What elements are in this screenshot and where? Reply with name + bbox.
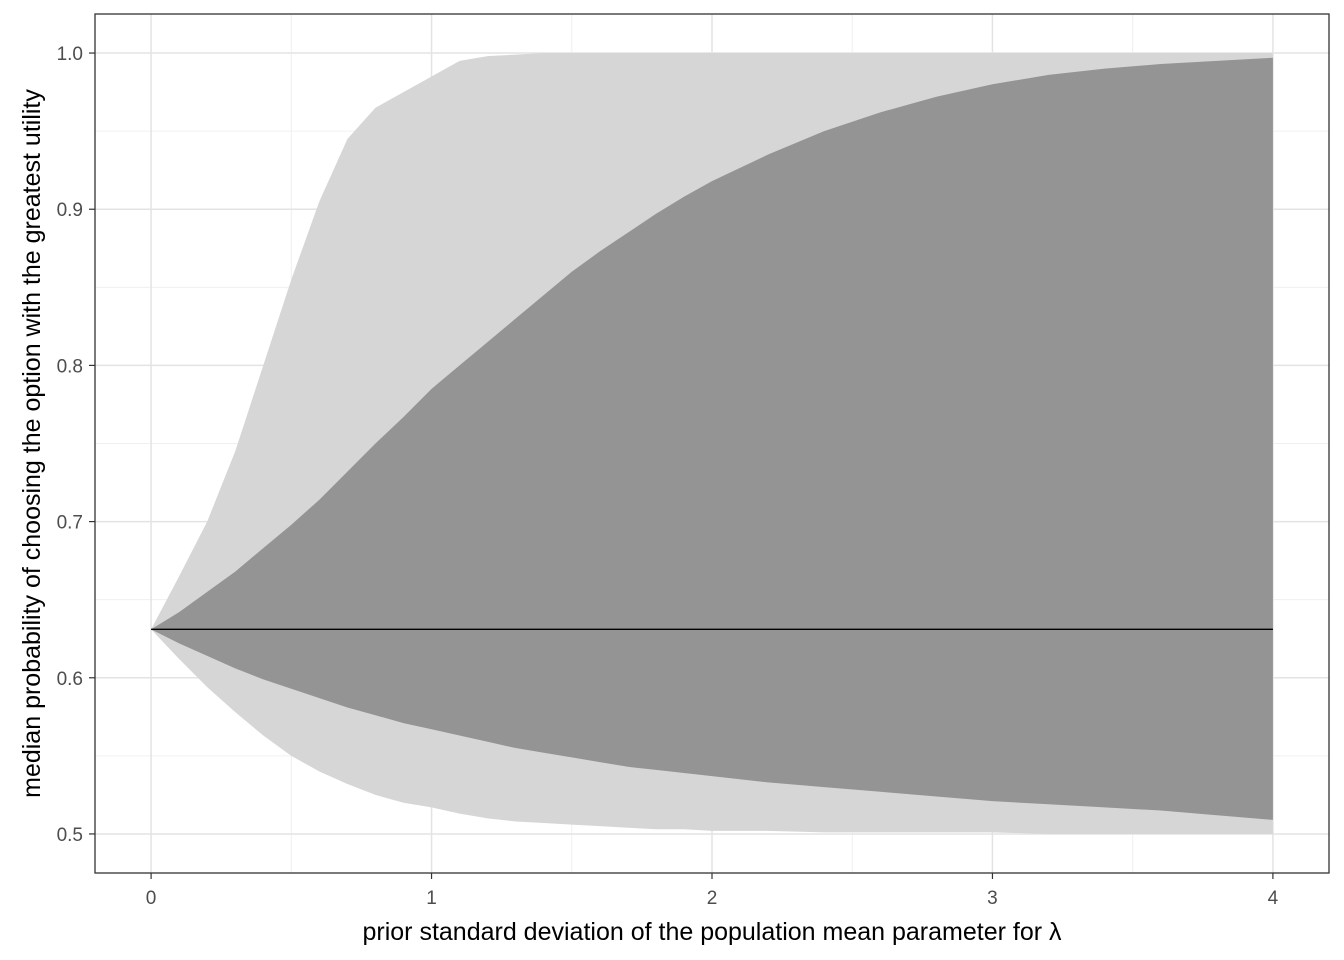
x-tick-label: 0 (146, 888, 157, 909)
x-tick-label: 1 (426, 888, 437, 909)
y-tick-label: 0.5 (57, 825, 83, 846)
y-tick-label: 0.6 (57, 669, 83, 690)
y-tick-label: 1.0 (57, 44, 83, 65)
x-tick-label: 3 (987, 888, 998, 909)
y-tick-label: 0.9 (57, 200, 83, 221)
x-axis-ticks: 0 1 2 3 4 (146, 873, 1279, 909)
x-tick-label: 2 (707, 888, 718, 909)
y-tick-label: 0.7 (57, 513, 83, 534)
bands (151, 53, 1273, 834)
x-tick-label: 4 (1268, 888, 1279, 909)
x-axis-title: prior standard deviation of the populati… (362, 918, 1062, 946)
y-axis-title: median probability of choosing the optio… (18, 89, 46, 798)
y-tick-label: 0.8 (57, 356, 83, 377)
y-axis-ticks: 0.5 0.6 0.7 0.8 0.9 1.0 (57, 44, 95, 846)
